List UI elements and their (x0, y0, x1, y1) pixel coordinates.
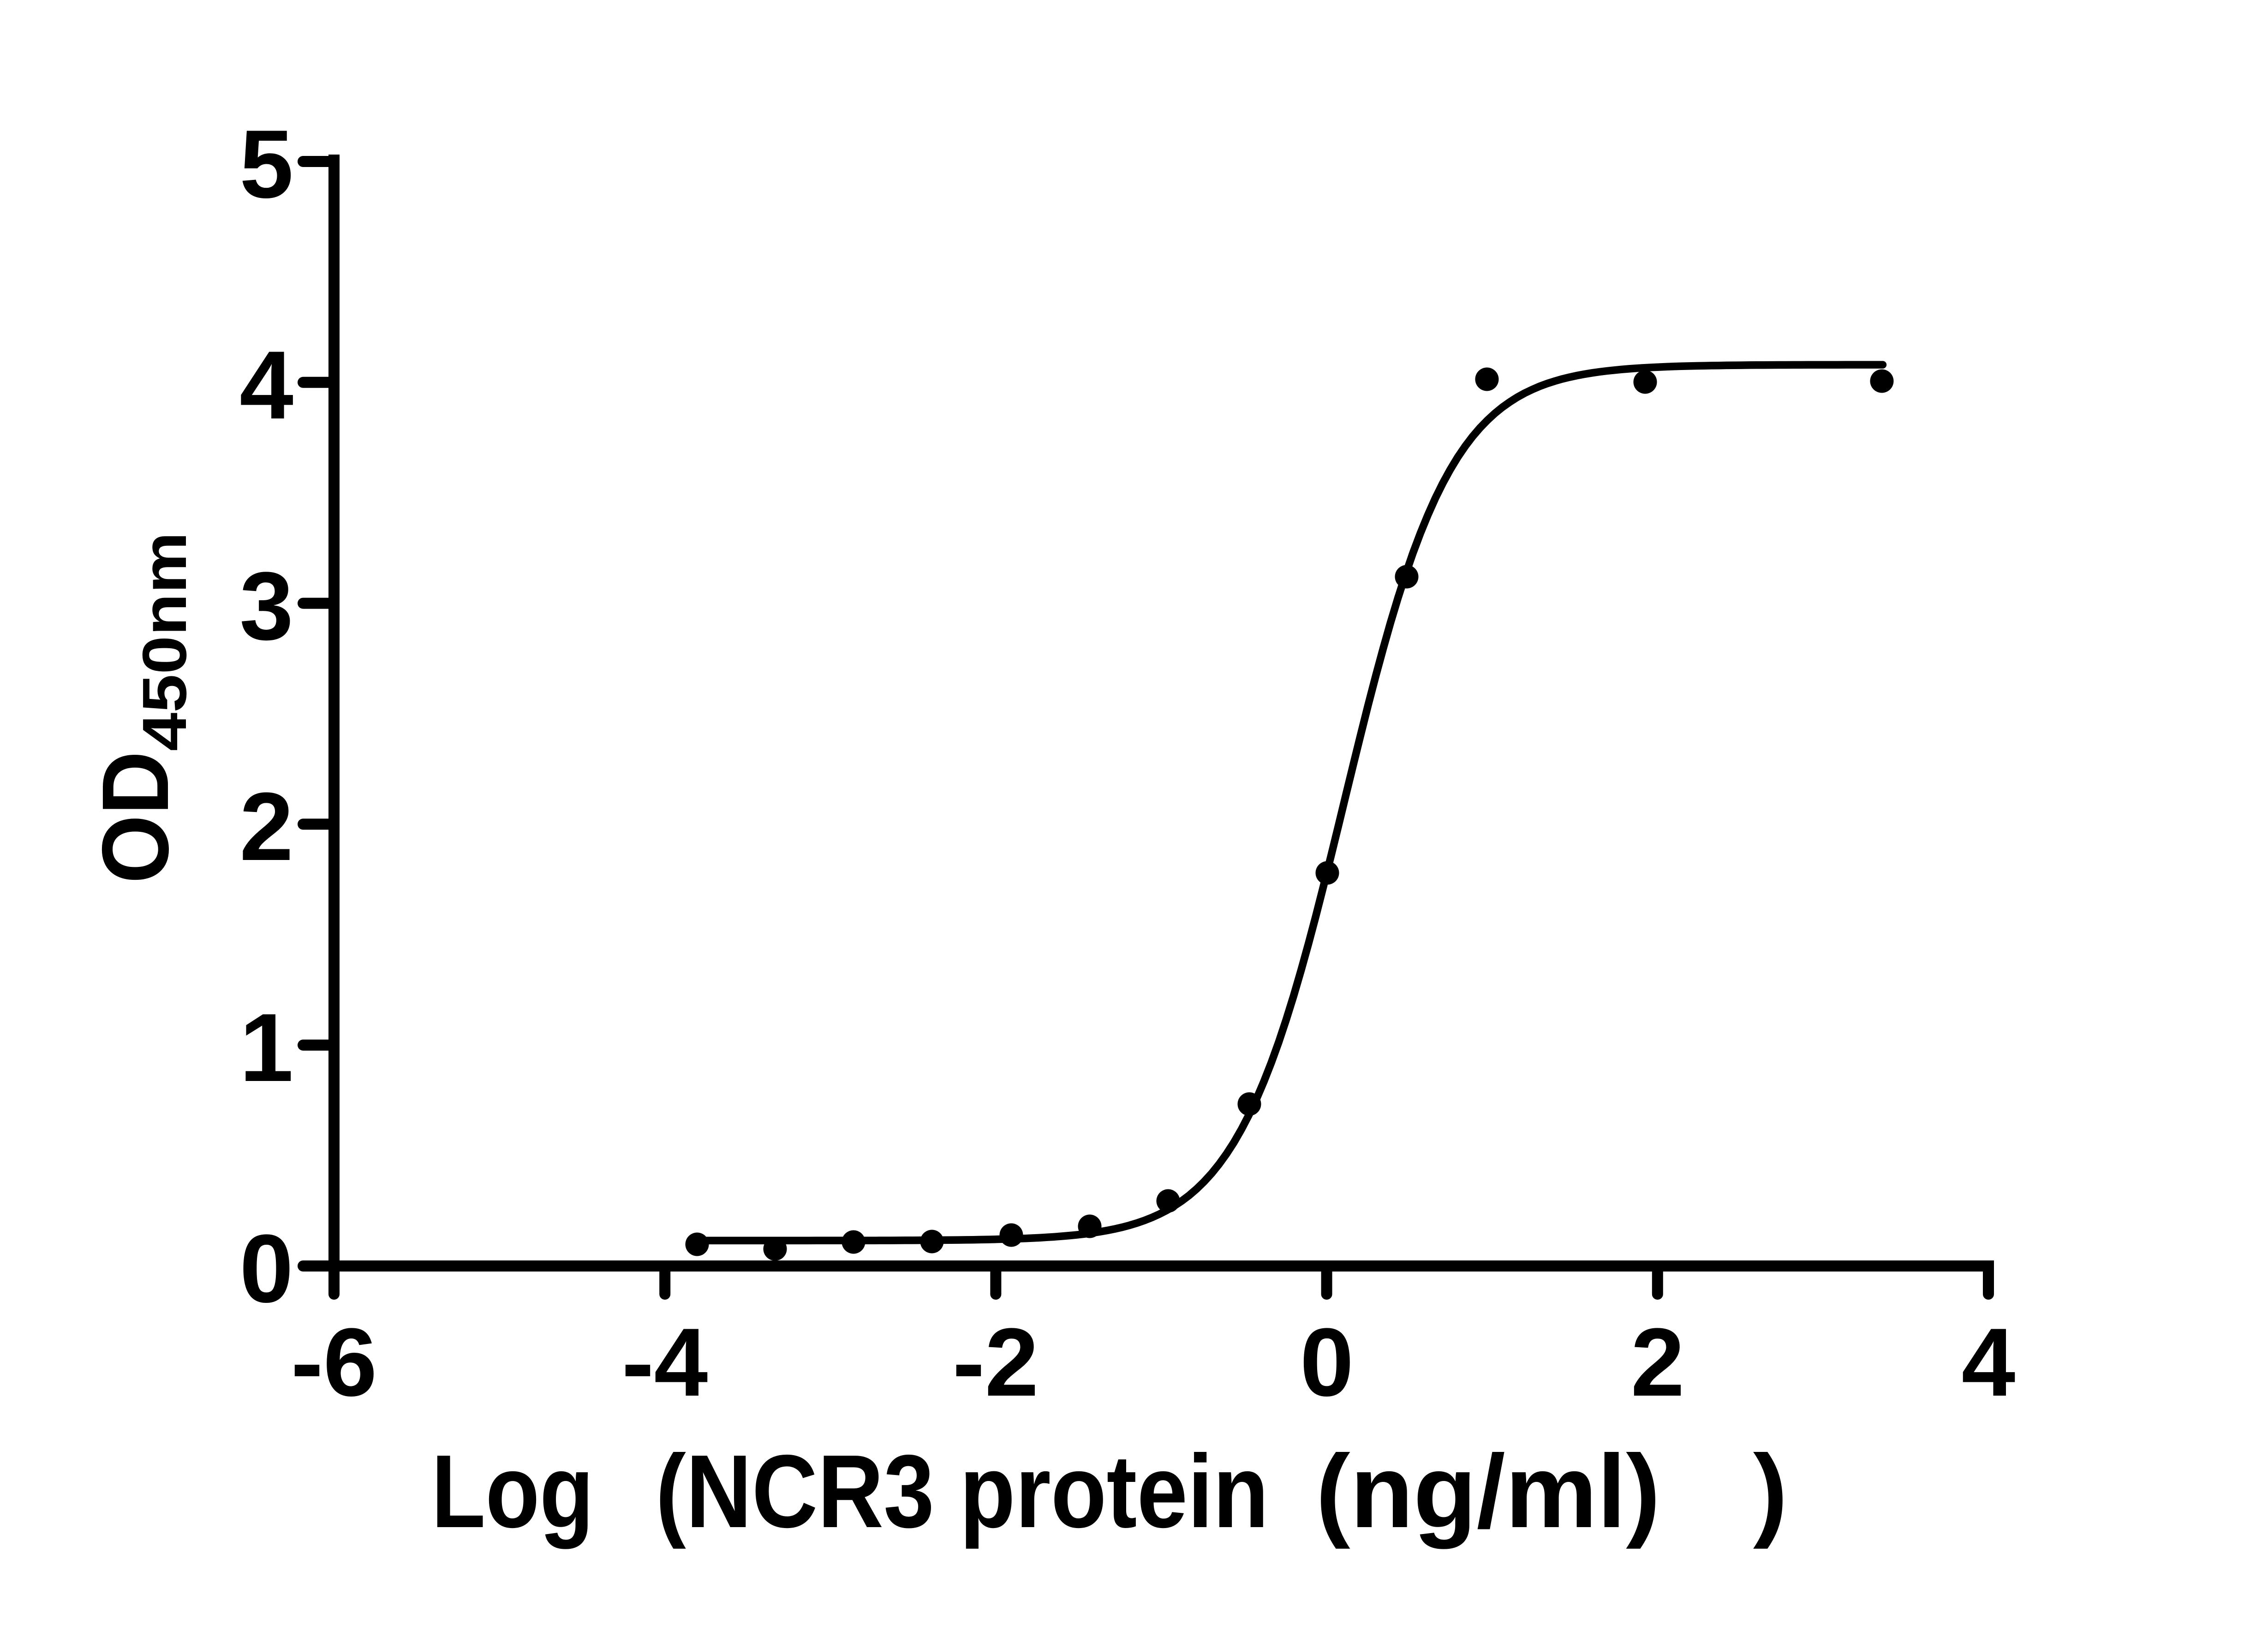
svg-text:2: 2 (1631, 1308, 1685, 1416)
svg-text:3: 3 (239, 552, 293, 660)
svg-text:4: 4 (1962, 1308, 2016, 1416)
svg-text:2: 2 (239, 772, 293, 881)
svg-text:OD450nm: OD450nm (83, 532, 199, 884)
svg-text:Log(NCR3 protein(ng/ml)): Log (NCR3 protein (ng/ml)) (431, 1433, 1788, 1549)
svg-text:4: 4 (239, 331, 293, 439)
svg-text:-6: -6 (291, 1308, 377, 1416)
svg-text:0: 0 (1300, 1308, 1354, 1416)
svg-text:0: 0 (239, 1214, 293, 1323)
svg-text:-2: -2 (953, 1308, 1039, 1416)
svg-text:-4: -4 (622, 1308, 708, 1416)
svg-text:5: 5 (239, 110, 293, 218)
svg-text:1: 1 (239, 993, 293, 1102)
